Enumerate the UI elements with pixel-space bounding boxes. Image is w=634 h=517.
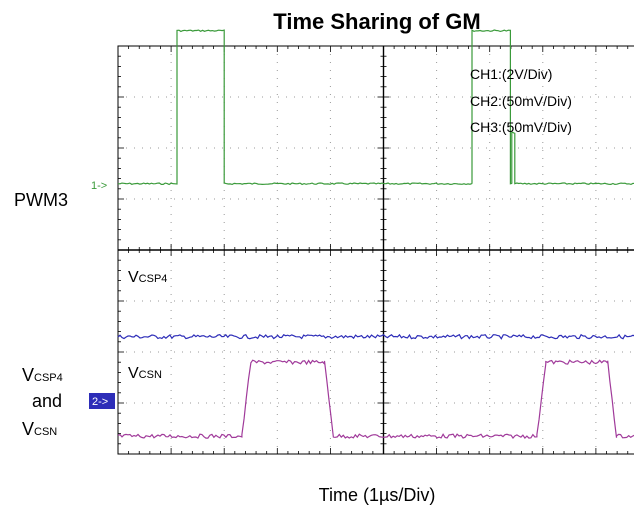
- vcsn-side-label: VCSN: [22, 419, 57, 439]
- vcsn-trace-label: VCSN: [128, 365, 162, 382]
- ch2-setting: CH2:(50mV/Div): [470, 93, 572, 109]
- chart-title: Time Sharing of GM: [273, 9, 480, 34]
- and-side-label: and: [32, 391, 62, 411]
- traces: [117, 28, 634, 440]
- ch1-marker: 1->: [91, 180, 107, 192]
- ch3-setting: CH3:(50mV/Div): [470, 119, 572, 135]
- vcsp4-side-label: VCSP4: [22, 365, 63, 385]
- trace-pwm3: [117, 28, 634, 186]
- x-axis-label: Time (1µs/Div): [319, 485, 436, 505]
- grid: [117, 45, 634, 455]
- ch2-marker: 2->: [92, 396, 108, 408]
- ch2-marker-box: [89, 393, 115, 409]
- trace-vcsp4: [117, 333, 634, 340]
- pwm-side-label: PWM3: [14, 190, 68, 210]
- trace-vcsn: [117, 359, 634, 440]
- ch1-setting: CH1:(2V/Div): [470, 66, 552, 82]
- vcsp4-trace-label: VCSP4: [128, 269, 167, 286]
